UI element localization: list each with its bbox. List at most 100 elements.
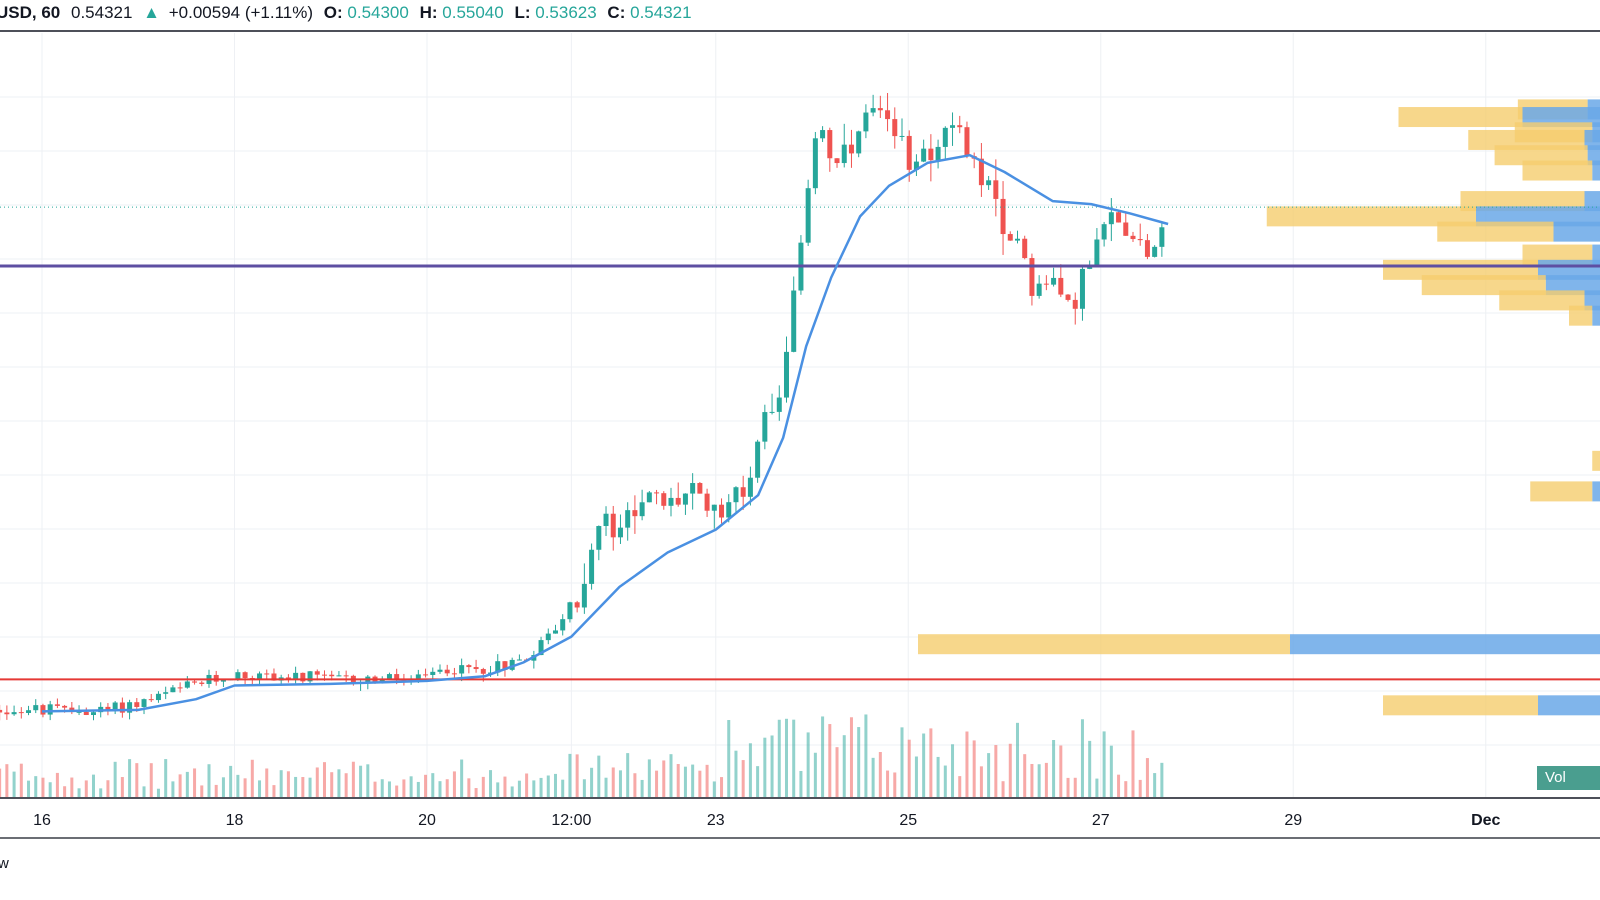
candle-body [199, 682, 205, 684]
candle-body [675, 497, 681, 505]
candle-body [682, 493, 688, 505]
candle-body [870, 108, 876, 113]
volume-bar [857, 727, 861, 797]
volume-bar [344, 773, 348, 797]
candle-body [155, 693, 161, 701]
candle-body [257, 673, 263, 680]
candle-body [33, 705, 39, 711]
close-label: C: [607, 3, 626, 22]
volume-bar [106, 780, 110, 797]
volume-bar [142, 786, 146, 797]
profile-bar-up [1592, 450, 1600, 471]
profile-bar-down [1584, 129, 1600, 150]
volume-bar [70, 777, 74, 797]
volume-bar [229, 765, 233, 797]
candle-body [935, 146, 941, 161]
candle-body [83, 711, 89, 716]
volume-bar [395, 785, 399, 797]
volume-bar [914, 756, 918, 797]
candle-body [993, 180, 999, 199]
candle-body [625, 510, 631, 528]
candle-body [950, 125, 956, 128]
profile-bar-up [1522, 160, 1593, 181]
candle-body [863, 112, 869, 132]
candle-body [76, 711, 82, 713]
candle-body [733, 487, 739, 503]
close-value: 0.54321 [630, 3, 692, 22]
candle-body [812, 138, 818, 189]
volume-bar [402, 779, 406, 797]
volume-bar [416, 781, 420, 797]
candle-body [704, 493, 710, 511]
candle-body [1043, 283, 1049, 285]
volume-bar [517, 780, 521, 797]
candle-body [942, 127, 948, 147]
volume-bar [813, 752, 817, 797]
time-axis-tick-label: 25 [899, 812, 917, 829]
candle-body [134, 702, 140, 707]
volume-bar [705, 764, 709, 797]
candle-body [856, 131, 862, 154]
candle-body [314, 671, 320, 675]
volume-bar [849, 717, 853, 797]
candle-body [791, 290, 797, 352]
candle-body [1094, 239, 1100, 266]
volume-bar [712, 781, 716, 797]
volume-bar [532, 780, 536, 797]
candle-body [538, 640, 544, 656]
profile-bar-up [1437, 221, 1554, 242]
candle-body [26, 710, 32, 713]
candle-body [747, 477, 753, 497]
profile-bar-up [1468, 129, 1585, 150]
profile-bar-down [1592, 481, 1600, 502]
volume-bar [1102, 731, 1106, 797]
candle-body [661, 493, 667, 506]
volume-bar [777, 719, 781, 797]
volume-bar [806, 732, 810, 797]
candle-body [719, 504, 725, 518]
moving-average [41, 153, 1169, 713]
volume-bar [265, 768, 269, 797]
volume-bar [474, 788, 478, 797]
volume-bar [5, 764, 9, 797]
volume-bar [1030, 763, 1034, 797]
candle-body [610, 513, 616, 538]
volume-bar [770, 735, 774, 797]
volume-bar [972, 740, 976, 797]
time-axis-tick-label: 29 [1284, 812, 1302, 829]
candle-body [755, 441, 761, 478]
candle-body [596, 526, 602, 550]
volume-bar [467, 778, 471, 797]
profile-bar-down [1587, 145, 1600, 166]
candle-body [762, 412, 768, 442]
volume-bar [994, 745, 998, 797]
profile-bar-down [1584, 191, 1600, 212]
volume-bar [120, 777, 124, 797]
candle-body [632, 510, 638, 517]
time-axis-tick-label: 27 [1092, 812, 1110, 829]
volume-bar [1145, 758, 1149, 797]
volume-bar [748, 743, 752, 797]
volume-bar [91, 774, 95, 797]
profile-bar-up [1494, 145, 1588, 166]
volume-bar [1124, 781, 1128, 797]
candle-body [444, 669, 450, 674]
candle-body [386, 674, 392, 680]
chart-grid [0, 33, 1600, 797]
profile-bar-up [1421, 275, 1546, 296]
volume-bar [1044, 762, 1048, 797]
volume-bar [1153, 773, 1157, 797]
candle-body [654, 492, 660, 494]
candle-body [1051, 277, 1057, 285]
volume-bar [842, 735, 846, 797]
volume-bar [12, 771, 16, 797]
volume-bar [359, 765, 363, 797]
volume-bar [1037, 764, 1041, 797]
candle-body [459, 665, 465, 674]
chart-frame [0, 30, 1600, 839]
volume-bar [63, 786, 67, 797]
candle-body [213, 674, 219, 682]
candle-body [885, 110, 891, 120]
candle-body [394, 674, 400, 680]
